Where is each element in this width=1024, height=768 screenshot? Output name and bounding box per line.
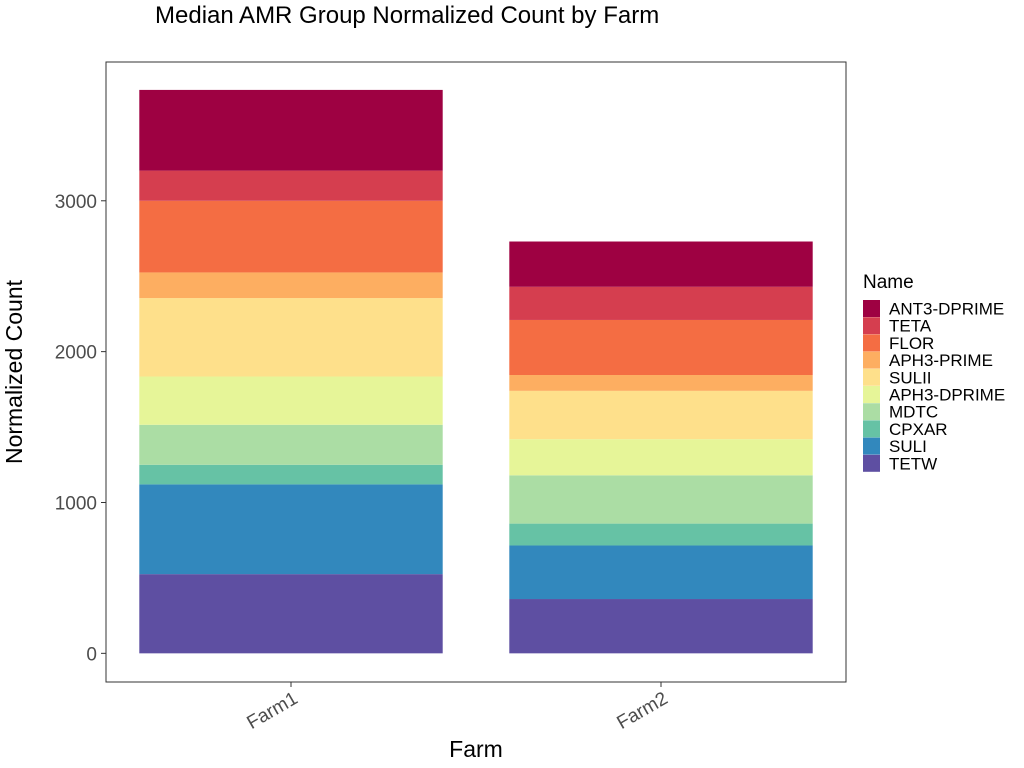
legend-label-aph3-dprime: APH3-DPRIME (889, 386, 1005, 405)
legend-label-flor: FLOR (889, 334, 934, 353)
bar-segment-farm1-suli (139, 484, 443, 575)
legend-items: ANT3-DPRIMETETAFLORAPH3-PRIMESULIIAPH3-D… (863, 300, 1005, 473)
legend-swatch-teta (863, 317, 880, 335)
legend-label-teta: TETA (889, 317, 932, 336)
bar-segment-farm2-aph3-dprime (509, 439, 813, 476)
bar-segment-farm1-aph3-dprime (139, 376, 443, 425)
legend-swatch-sulii (863, 368, 880, 386)
bar-segment-farm1-flor (139, 200, 443, 273)
bar-segment-farm1-cpxar (139, 464, 443, 485)
legend-label-cpxar: CPXAR (889, 420, 948, 439)
legend-swatch-mdtc (863, 403, 880, 421)
x-tick-label: Farm1 (243, 688, 301, 734)
bar-segment-farm1-mdtc (139, 424, 443, 465)
bar-segment-farm1-ant3-dprime (139, 89, 443, 171)
bar-segment-farm2-teta (509, 286, 813, 320)
y-tick-label: 1000 (55, 493, 97, 514)
y-axis-title: Normalized Count (1, 279, 27, 464)
legend-label-tetw: TETW (889, 454, 937, 473)
plot-area (139, 89, 813, 654)
legend-label-sulii: SULII (889, 368, 932, 387)
x-axis-title: Farm (449, 736, 503, 762)
y-tick-label: 0 (86, 644, 97, 665)
chart-title: Median AMR Group Normalized Count by Far… (155, 2, 659, 29)
legend-swatch-aph3-prime (863, 351, 880, 369)
bar-segment-farm2-cpxar (509, 523, 813, 546)
legend: Name ANT3-DPRIMETETAFLORAPH3-PRIMESULIIA… (863, 272, 1005, 473)
bar-segment-farm1-aph3-prime (139, 272, 443, 299)
legend-swatch-ant3-dprime (863, 300, 880, 317)
legend-label-suli: SULI (889, 437, 927, 456)
legend-swatch-suli (863, 437, 880, 455)
x-axis: Farm1 Farm2 (243, 682, 672, 734)
legend-swatch-aph3-dprime (863, 386, 880, 403)
bar-segment-farm2-mdtc (509, 475, 813, 524)
legend-label-ant3-dprime: ANT3-DPRIME (889, 300, 1004, 319)
legend-label-mdtc: MDTC (889, 403, 938, 422)
bar-segment-farm2-suli (509, 545, 813, 600)
bar-segment-farm2-ant3-dprime (509, 241, 813, 287)
plot-border (105, 61, 847, 683)
bar-segment-farm2-sulii (509, 390, 813, 440)
bar-segment-farm1-tetw (139, 574, 443, 654)
y-tick-label: 3000 (55, 192, 97, 213)
x-tick-label: Farm2 (613, 688, 671, 734)
bar-segment-farm2-flor (509, 319, 813, 376)
y-axis: 0 1000 2000 3000 (55, 192, 106, 665)
legend-swatch-cpxar (863, 420, 880, 438)
legend-title: Name (863, 272, 914, 293)
legend-swatch-flor (863, 334, 880, 352)
legend-label-aph3-prime: APH3-PRIME (889, 351, 993, 370)
bar-segment-farm2-aph3-prime (509, 375, 813, 391)
bar-segment-farm2-tetw (509, 599, 813, 654)
y-tick-label: 2000 (55, 343, 97, 364)
bar-segment-farm1-teta (139, 170, 443, 201)
bar-segment-farm1-sulii (139, 298, 443, 377)
legend-swatch-tetw (863, 454, 880, 472)
